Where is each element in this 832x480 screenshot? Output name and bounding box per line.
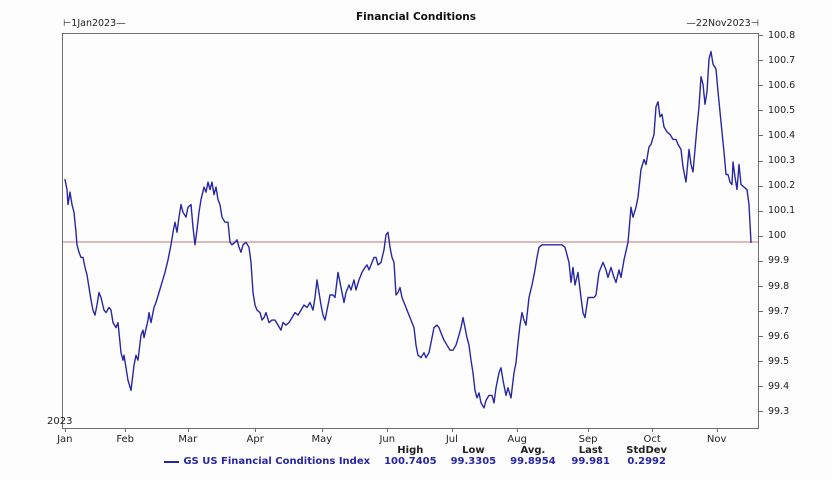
y-axis-label: 99.3 [768,405,790,417]
x-axis-month-label: May [311,434,333,445]
series-line-swatch [164,460,180,463]
x-axis-tick [64,428,66,432]
y-axis-tick [758,235,763,237]
x-axis-tick [125,428,127,432]
y-axis-tick [758,386,763,388]
y-axis-tick [758,185,763,187]
stat-label: High [397,445,424,456]
stat-value: 0.2992 [627,456,666,467]
y-axis-tick [758,85,763,87]
stat-value: 99.3305 [450,456,497,467]
legend-stat-avg: Avg. 99.8954 [510,445,556,468]
y-axis-tick [758,336,763,338]
x-axis-tick [387,428,389,432]
y-axis-label: 99.5 [768,355,790,367]
legend-stat-high: High 100.7405 [384,445,437,468]
stat-value: 100.7405 [384,456,437,467]
y-axis-label: 100.4 [768,129,796,141]
y-axis-tick [758,160,763,162]
x-axis-month-label: Oct [643,434,661,445]
y-axis-label: 100.5 [768,104,796,116]
y-axis-label: 100.7 [768,54,796,66]
y-axis-label: 100 [768,230,787,242]
x-axis-tick [451,428,453,432]
y-axis-label: 100.8 [768,29,796,41]
y-axis-tick [758,411,763,413]
x-axis-month-label: Feb [116,434,135,445]
stat-label: Low [462,445,485,456]
legend-stat-last: Last 99.981 [570,445,612,468]
stat-value: 99.8954 [510,456,556,467]
y-axis-label: 100.1 [768,205,796,217]
y-axis-tick [758,60,763,62]
y-axis-label: 100.3 [768,155,796,166]
stat-label: Avg. [520,445,546,456]
legend-stat-stddev: StdDev 0.2992 [626,445,668,468]
x-axis-tick [588,428,590,432]
y-axis-label: 100.2 [768,180,796,192]
y-axis-tick [758,210,763,212]
y-axis-tick [758,135,763,137]
y-axis-tick [758,35,763,36]
x-axis-year-label: 2023 [47,416,73,427]
y-axis-label: 99.6 [768,330,790,342]
stat-label: Last [578,445,603,456]
y-axis-label: 99.4 [768,380,790,392]
plot-area[interactable] [62,33,759,429]
x-axis-tick [187,428,189,432]
x-axis-tick [321,428,323,432]
y-axis-tick [758,110,763,112]
stat-value: 99.981 [571,456,610,467]
y-axis-tick [758,286,763,287]
y-axis-tick [758,311,763,313]
range-start-label: ⊢1Jan2023— [63,18,126,29]
x-axis-month-label: Sep [578,434,598,445]
range-end-label: —22Nov2023⊣ [686,18,759,29]
x-axis-tick [716,428,718,432]
legend: GS US Financial Conditions Index High 100… [0,445,832,468]
x-axis-month-label: Nov [706,434,727,445]
x-axis-tick [255,428,257,432]
x-axis-month-label: Aug [507,434,527,445]
y-axis-label: 99.8 [768,280,790,292]
legend-stats: High 100.7405 Low 99.3305 Avg. 99.8954 Last 99.… [384,445,668,468]
x-axis-month-label: Jul [445,434,458,445]
x-axis-month-label: Mar [178,434,198,445]
series-line [64,50,752,409]
legend-series: GS US Financial Conditions Index [164,456,370,468]
stat-label: StdDev [626,445,668,456]
x-axis-tick [652,428,654,432]
y-axis-tick [758,361,763,363]
y-axis-label: 99.7 [768,305,790,317]
legend-series-name: GS US Financial Conditions Index [183,456,371,467]
x-axis-tick [517,428,519,432]
chart-canvas [63,50,758,409]
x-axis-month-label: Jan [57,434,73,445]
legend-stat-low: Low 99.3305 [451,445,497,468]
y-axis-label: 99.9 [768,255,790,267]
y-axis-label: 100.6 [768,79,796,91]
x-axis-month-label: Jun [379,434,396,445]
chart-title: Financial Conditions [355,11,477,23]
y-axis-tick [758,260,763,262]
x-axis-month-label: Apr [246,434,264,445]
